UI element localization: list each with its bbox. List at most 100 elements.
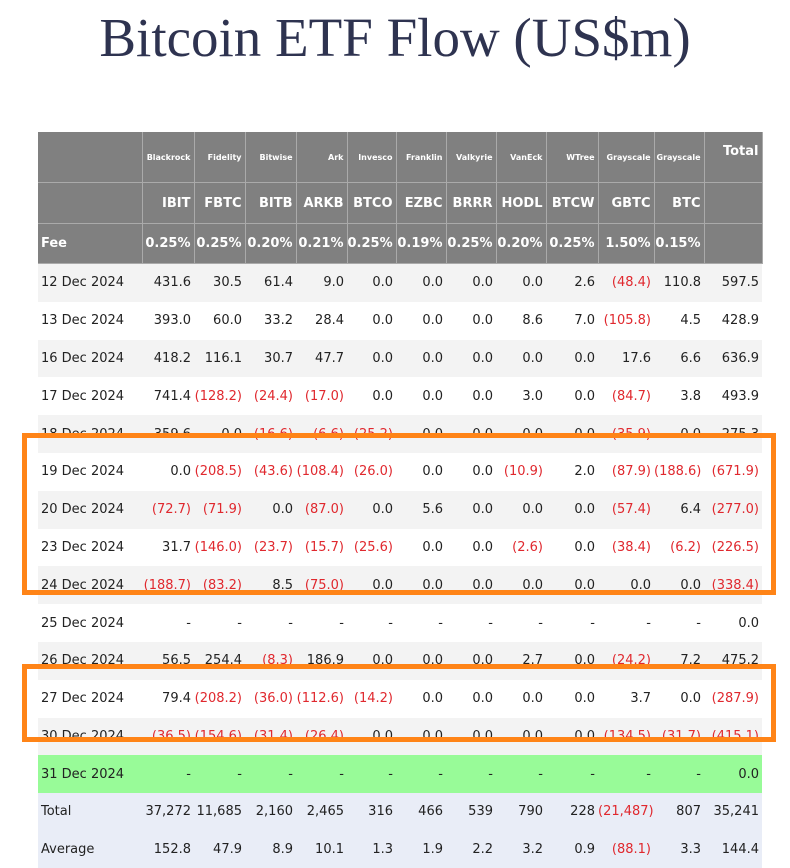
ticker: BITB — [245, 182, 297, 224]
summary-value: (21,487) — [598, 793, 654, 831]
flow-value: 428.9 — [721, 313, 759, 329]
fee: 0.21% — [296, 223, 348, 264]
issuer-name: Blackrock — [142, 132, 195, 183]
summary-label: Average — [38, 830, 142, 868]
flow-value: 0.0 — [546, 641, 598, 680]
summary-row: Total 37,272 11,685 2,160 2,465 316 466 539 790 2… — [38, 793, 762, 831]
summary-value: 35,241 — [704, 793, 762, 831]
flow-value: 0.0 — [496, 490, 546, 529]
summary-value: 152.8 — [142, 830, 194, 868]
summary-row: Average 152.8 47.9 8.9 10.1 1.3 1.9 2.2 3.2 0.9 (8… — [38, 830, 762, 868]
flow-value: - — [339, 615, 344, 631]
flow-value: 0.0 — [396, 566, 446, 605]
flow-value: - — [288, 615, 293, 631]
flow-value: 0.0 — [396, 263, 446, 302]
page-title: Bitcoin ETF Flow (US$m) — [99, 7, 691, 68]
fee: 0.25% — [546, 223, 599, 264]
flow-value: (277.0) — [704, 490, 762, 529]
flow-value: 2.0 — [574, 464, 595, 480]
flow-value: - — [496, 755, 546, 794]
data-row: 25 Dec 2024 - - - - - - - - - - - 0.0 — [38, 604, 762, 642]
fee: 0.25% — [347, 223, 397, 264]
flow-value: 0.0 — [496, 717, 546, 756]
flow-value: (71.9) — [194, 490, 245, 529]
header-cell — [38, 182, 143, 224]
summary-value: 0.9 — [546, 830, 598, 868]
fee: 0.25% — [194, 223, 246, 264]
flow-value: 30.7 — [245, 339, 296, 378]
flow-value: 0.0 — [422, 388, 443, 404]
flow-value: 0.0 — [472, 313, 493, 329]
fee: 0.25% — [142, 223, 195, 264]
flow-value: 47.7 — [296, 339, 347, 378]
flow-value: - — [654, 755, 704, 794]
flow-value: 0.0 — [496, 566, 546, 605]
flow-value: 0.0 — [522, 691, 543, 707]
summary-value: 466 — [396, 793, 446, 831]
flow-value: 0.0 — [496, 263, 546, 302]
fee: 0.20% — [496, 223, 547, 264]
flow-value: 636.9 — [704, 339, 762, 378]
flow-value: 30.5 — [194, 263, 245, 302]
ticker: ARKB — [296, 182, 348, 224]
flow-value: 0.0 — [680, 691, 701, 707]
flow-value: (25.6) — [353, 539, 393, 555]
flow-value: (226.5) — [711, 539, 759, 555]
flow-value: - — [446, 755, 496, 794]
flow-value: 0.0 — [574, 388, 595, 404]
ticker: BRRR — [446, 182, 497, 224]
flow-value: (36.0) — [253, 691, 293, 707]
date: 25 Dec 2024 — [41, 615, 125, 631]
flow-value: (57.4) — [598, 490, 654, 529]
date: 19 Dec 2024 — [41, 464, 125, 480]
summary-label: Total — [38, 793, 142, 831]
flow-value: 60.0 — [213, 313, 242, 329]
flow-value: 0.0 — [347, 263, 396, 302]
flow-value: 741.4 — [153, 388, 191, 404]
flow-value: 31.7 — [162, 539, 191, 555]
issuer-name: Bitwise — [245, 132, 297, 183]
summary-value: 3.3 — [654, 830, 704, 868]
fee: 0.19% — [396, 223, 447, 264]
flow-value: - — [590, 615, 595, 631]
flow-value: 17.6 — [598, 339, 654, 378]
issuer-name: Grayscale — [598, 132, 655, 183]
flow-value: 0.0 — [372, 388, 393, 404]
data-row: 13 Dec 2024 393.0 60.0 33.2 28.4 0.0 0.0 0.0 8.6… — [38, 302, 762, 340]
flow-value: (15.7) — [304, 539, 344, 555]
flow-value: 393.0 — [153, 313, 191, 329]
flow-value: (188.7) — [142, 566, 194, 605]
issuer-name: Ark — [296, 132, 348, 183]
flow-value: 116.1 — [194, 339, 245, 378]
flow-value: 6.6 — [654, 339, 704, 378]
date: 23 Dec 2024 — [41, 539, 125, 555]
flow-value: (14.2) — [353, 691, 393, 707]
flow-value: 3.7 — [630, 691, 651, 707]
flow-value: (338.4) — [704, 566, 762, 605]
data-row: 16 Dec 2024 418.2 116.1 30.7 47.7 0.0 0.0 0.0 0.… — [38, 339, 762, 378]
flow-value: (43.6) — [253, 464, 293, 480]
flow-value: 33.2 — [264, 313, 293, 329]
flow-value: 0.0 — [446, 566, 496, 605]
flow-value: (287.9) — [711, 691, 759, 707]
date: 31 Dec 2024 — [38, 755, 142, 794]
summary-value: 3.2 — [496, 830, 546, 868]
summary-value: 539 — [446, 793, 496, 831]
flow-value: (112.6) — [296, 691, 344, 707]
flow-value: 0.0 — [372, 313, 393, 329]
flow-value: 0.0 — [546, 339, 598, 378]
flow-value: 0.0 — [422, 691, 443, 707]
flow-value: 3.0 — [522, 388, 543, 404]
ticker: FBTC — [194, 182, 246, 224]
issuer-name: Franklin — [396, 132, 447, 183]
flow-value: 0.0 — [170, 464, 191, 480]
header-cell — [704, 182, 763, 224]
flow-value: (26.0) — [353, 464, 393, 480]
flow-value: 0.0 — [347, 490, 396, 529]
flow-value: 0.0 — [422, 464, 443, 480]
flow-value: (671.9) — [711, 464, 759, 480]
summary-value: (88.1) — [598, 830, 654, 868]
flow-value: (38.4) — [611, 539, 651, 555]
flow-value: 0.0 — [546, 717, 598, 756]
